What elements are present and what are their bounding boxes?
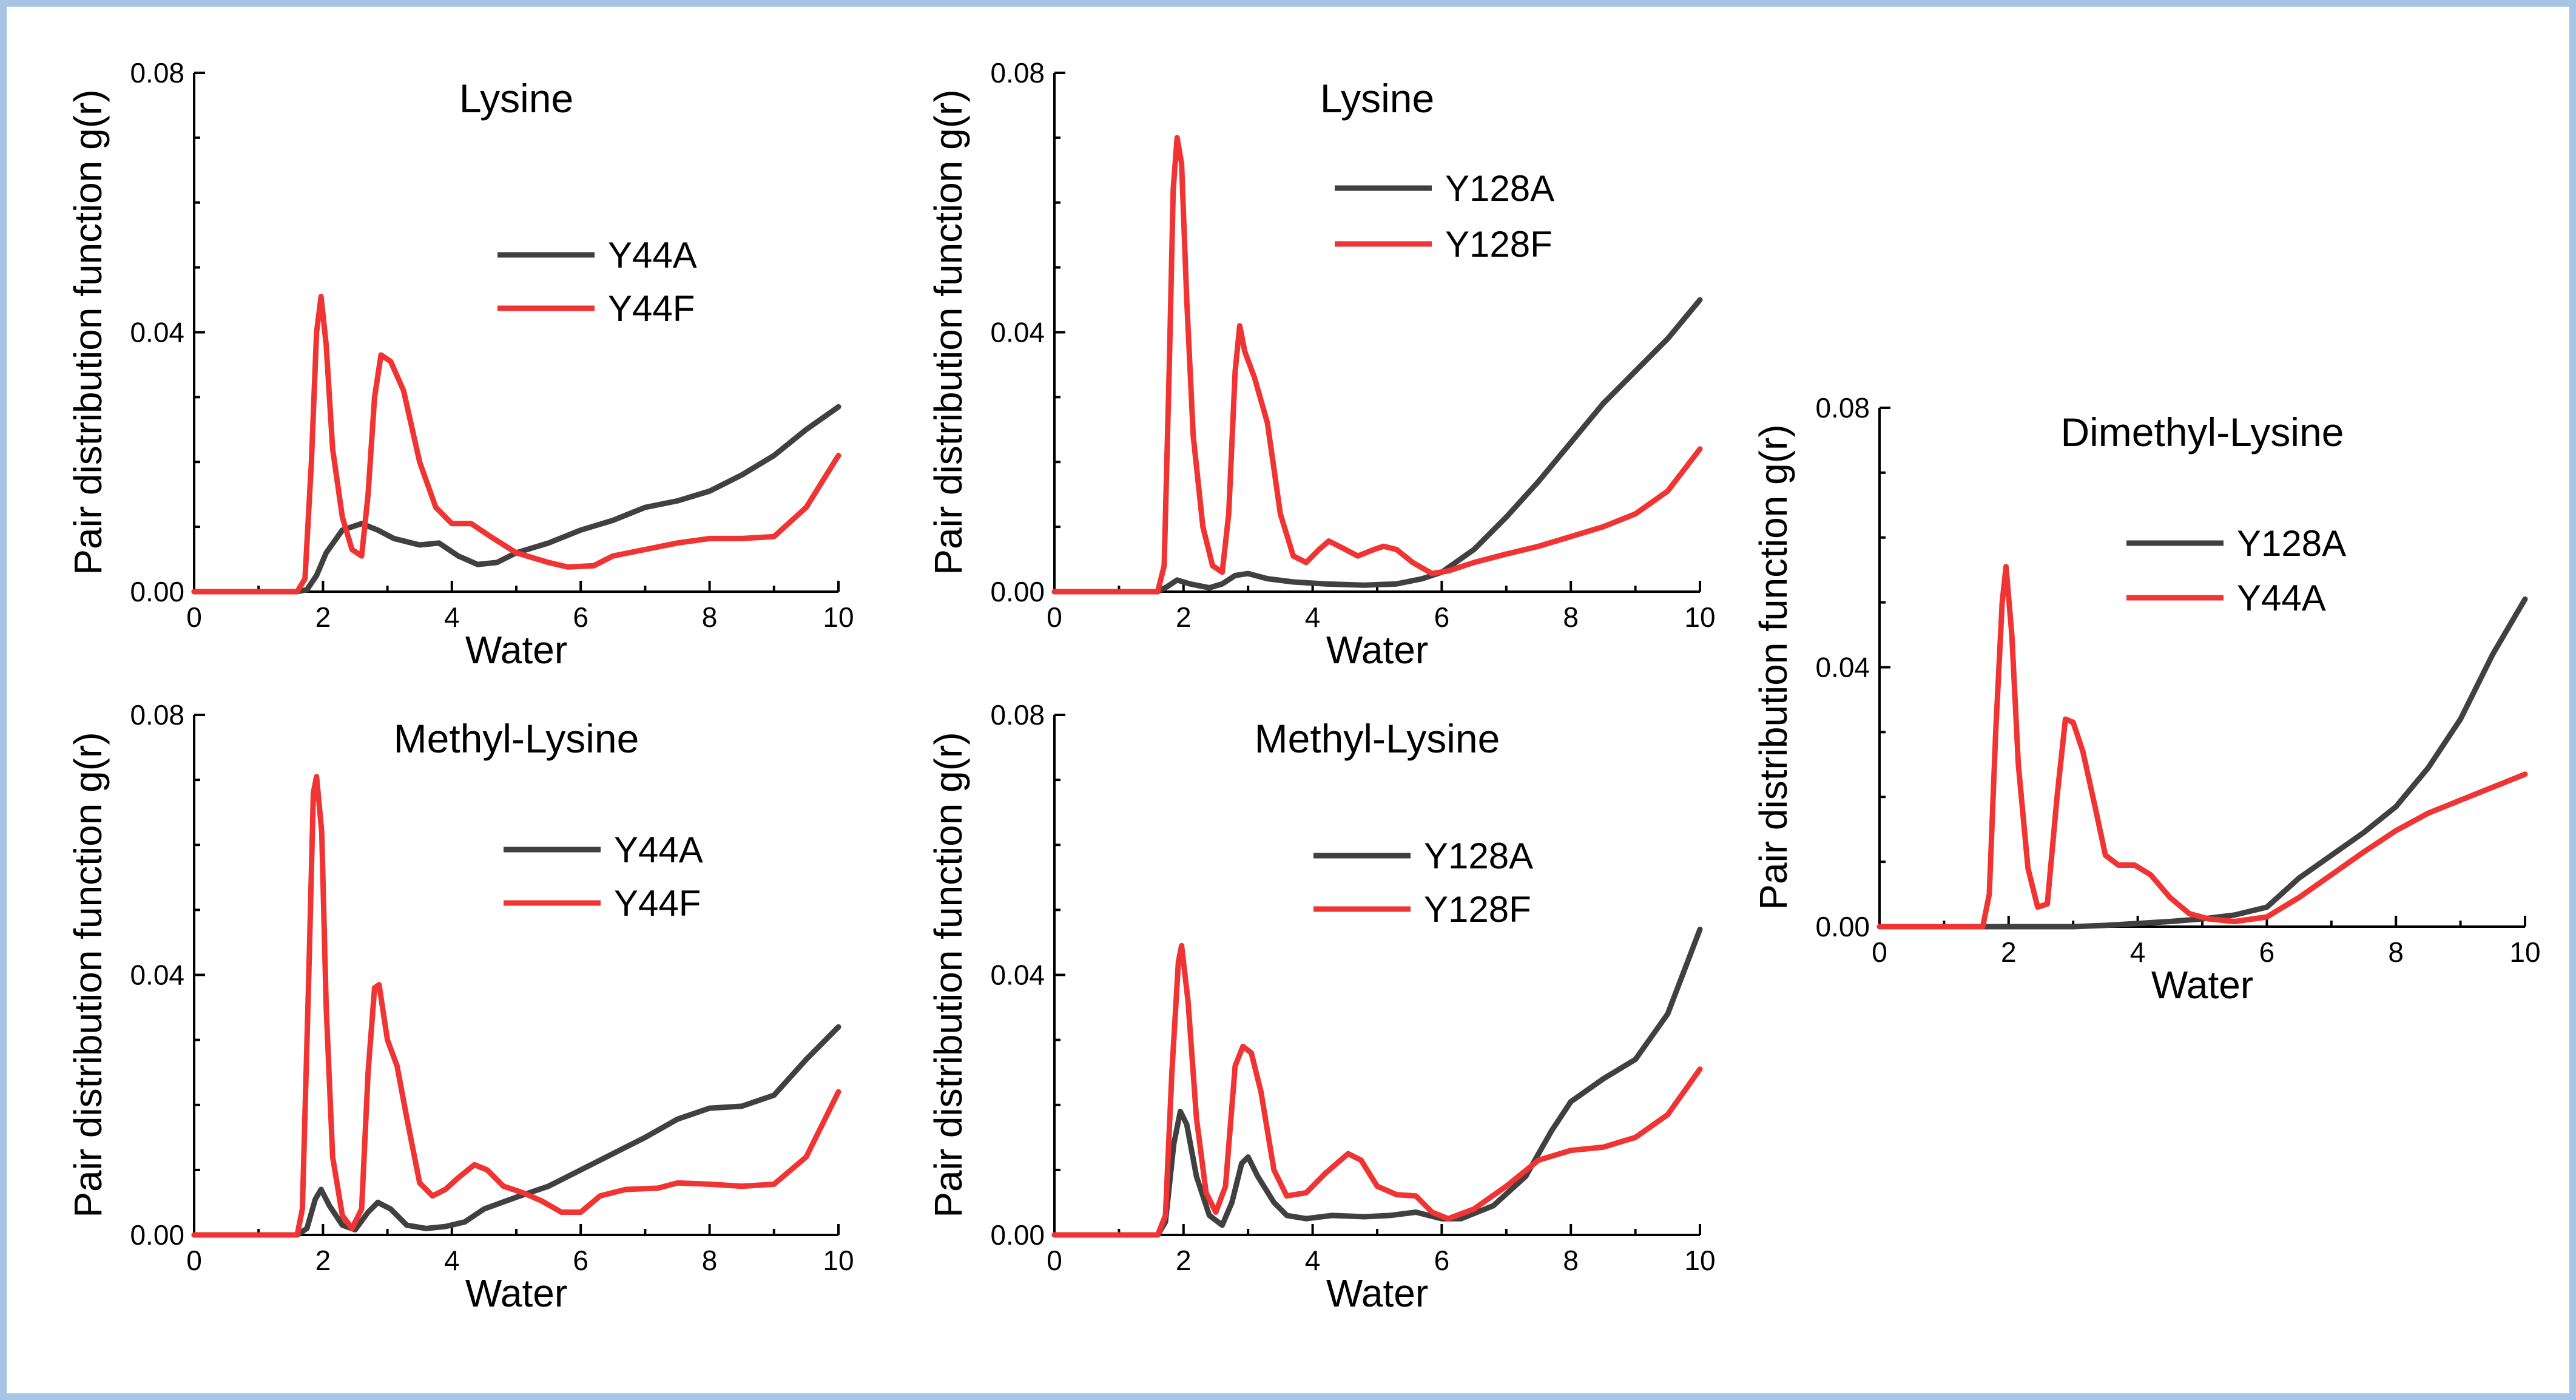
x-tick-label: 4 [1305,1245,1321,1276]
x-tick-label: 8 [2388,936,2404,968]
x-tick-label: 0 [186,1245,202,1276]
series-line-y44f [191,774,841,1238]
x-tick-label: 2 [315,601,331,633]
series-line-y44a [191,404,841,595]
x-tick-label: 2 [315,1245,331,1276]
legend-label: Y128A [2237,523,2346,564]
x-tick-label: 10 [1684,601,1715,633]
y-axis-title: Pair distribution function g(r) [66,732,110,1217]
legend-label: Y44A [608,235,697,276]
y-axis-title: Pair distribution function g(r) [66,89,110,575]
y-tick-label: 0.00 [990,576,1045,607]
chart-panel-1: 0 2 4 6 8 10 0.00 0.04 0.08 Water Pair distributio… [66,57,854,672]
y-tick-label: 0.04 [130,959,184,991]
legend-label: Y128F [1424,889,1531,930]
series-line-y128f [1051,135,1703,595]
legend-label: Y128A [1445,168,1554,209]
y-tick-label: 0.08 [990,699,1045,731]
chart-title: Lysine [1320,76,1434,121]
legend-label: Y44F [608,288,695,329]
chart-panel-2: 0 2 4 6 8 10 0.00 0.04 0.08 Water Pair distributio… [926,57,1716,672]
x-tick-label: 0 [186,601,202,633]
y-tick-label: 0.08 [1815,392,1870,424]
series-line-y44a [191,1024,841,1238]
x-tick-label: 6 [1434,601,1450,633]
series-line-y44a [1876,564,2528,930]
x-axis-title: Water [465,1271,567,1315]
y-tick-label: 0.00 [130,576,184,607]
chart-panel-4: 0 2 4 6 8 10 0.00 0.04 0.08 Water Pair distributio… [926,699,1716,1315]
x-tick-label: 8 [1563,1245,1579,1276]
x-tick-label: 4 [2130,936,2146,968]
chart-panel-5: 0 2 4 6 8 10 0.00 0.04 0.08 Water Pair distributio… [1752,392,2541,1007]
legend-label: Y44A [614,830,703,870]
y-tick-label: 0.00 [1815,911,1870,942]
y-tick-label: 0.08 [990,57,1045,89]
x-axis-title: Water [1326,628,1428,672]
chart-title: Methyl-Lysine [1255,716,1500,761]
x-tick-label: 10 [1684,1245,1715,1276]
x-tick-label: 2 [2001,936,2017,968]
x-tick-label: 10 [823,601,854,633]
chart-panel-3: 0 2 4 6 8 10 0.00 0.04 0.08 Water Pair distributio… [66,699,854,1315]
y-tick-label: 0.04 [990,959,1045,991]
x-tick-label: 4 [444,1245,460,1276]
x-tick-label: 6 [2259,936,2275,968]
legend-label: Y128F [1445,224,1553,265]
x-tick-label: 0 [1047,1245,1062,1276]
x-tick-label: 4 [444,601,460,633]
x-tick-label: 8 [702,601,718,633]
x-tick-label: 6 [573,1245,588,1276]
x-tick-label: 8 [1563,601,1579,633]
y-axis-title: Pair distribution function g(r) [926,89,970,575]
y-tick-label: 0.04 [1815,652,1870,683]
x-axis-title: Water [2151,963,2253,1007]
series-line-y44f [191,294,841,595]
x-axis-title: Water [1326,1271,1428,1315]
x-axis-title: Water [465,628,567,672]
y-tick-label: 0.00 [990,1219,1045,1251]
x-tick-label: 4 [1305,601,1321,633]
x-tick-label: 6 [573,601,588,633]
y-tick-label: 0.04 [990,317,1045,348]
y-tick-label: 0.04 [130,317,184,348]
x-tick-label: 0 [1872,936,1887,968]
y-axis-title: Pair distribution function g(r) [926,732,970,1217]
legend-label: Y44A [2237,578,2326,618]
x-tick-label: 2 [1176,1245,1192,1276]
series-line-y128f [1051,942,1703,1238]
chart-title: Lysine [459,76,573,121]
x-tick-label: 6 [1434,1245,1450,1276]
chart-title: Methyl-Lysine [394,716,639,761]
x-tick-label: 2 [1176,601,1192,633]
x-tick-label: 0 [1047,601,1062,633]
legend-label: Y128A [1424,836,1533,876]
x-tick-label: 10 [823,1245,854,1276]
y-tick-label: 0.08 [130,57,184,89]
x-tick-label: 10 [2509,936,2540,968]
y-tick-label: 0.08 [130,699,184,731]
legend-label: Y44F [614,883,701,924]
chart-title: Dimethyl-Lysine [2060,410,2344,455]
series-line-y128a [1051,927,1703,1238]
series-line-y128a [1876,596,2528,930]
y-axis-title: Pair distribution function g(r) [1752,424,1795,910]
y-tick-label: 0.00 [130,1219,184,1251]
series-line-y128a [1051,297,1703,595]
x-tick-label: 8 [702,1245,718,1276]
